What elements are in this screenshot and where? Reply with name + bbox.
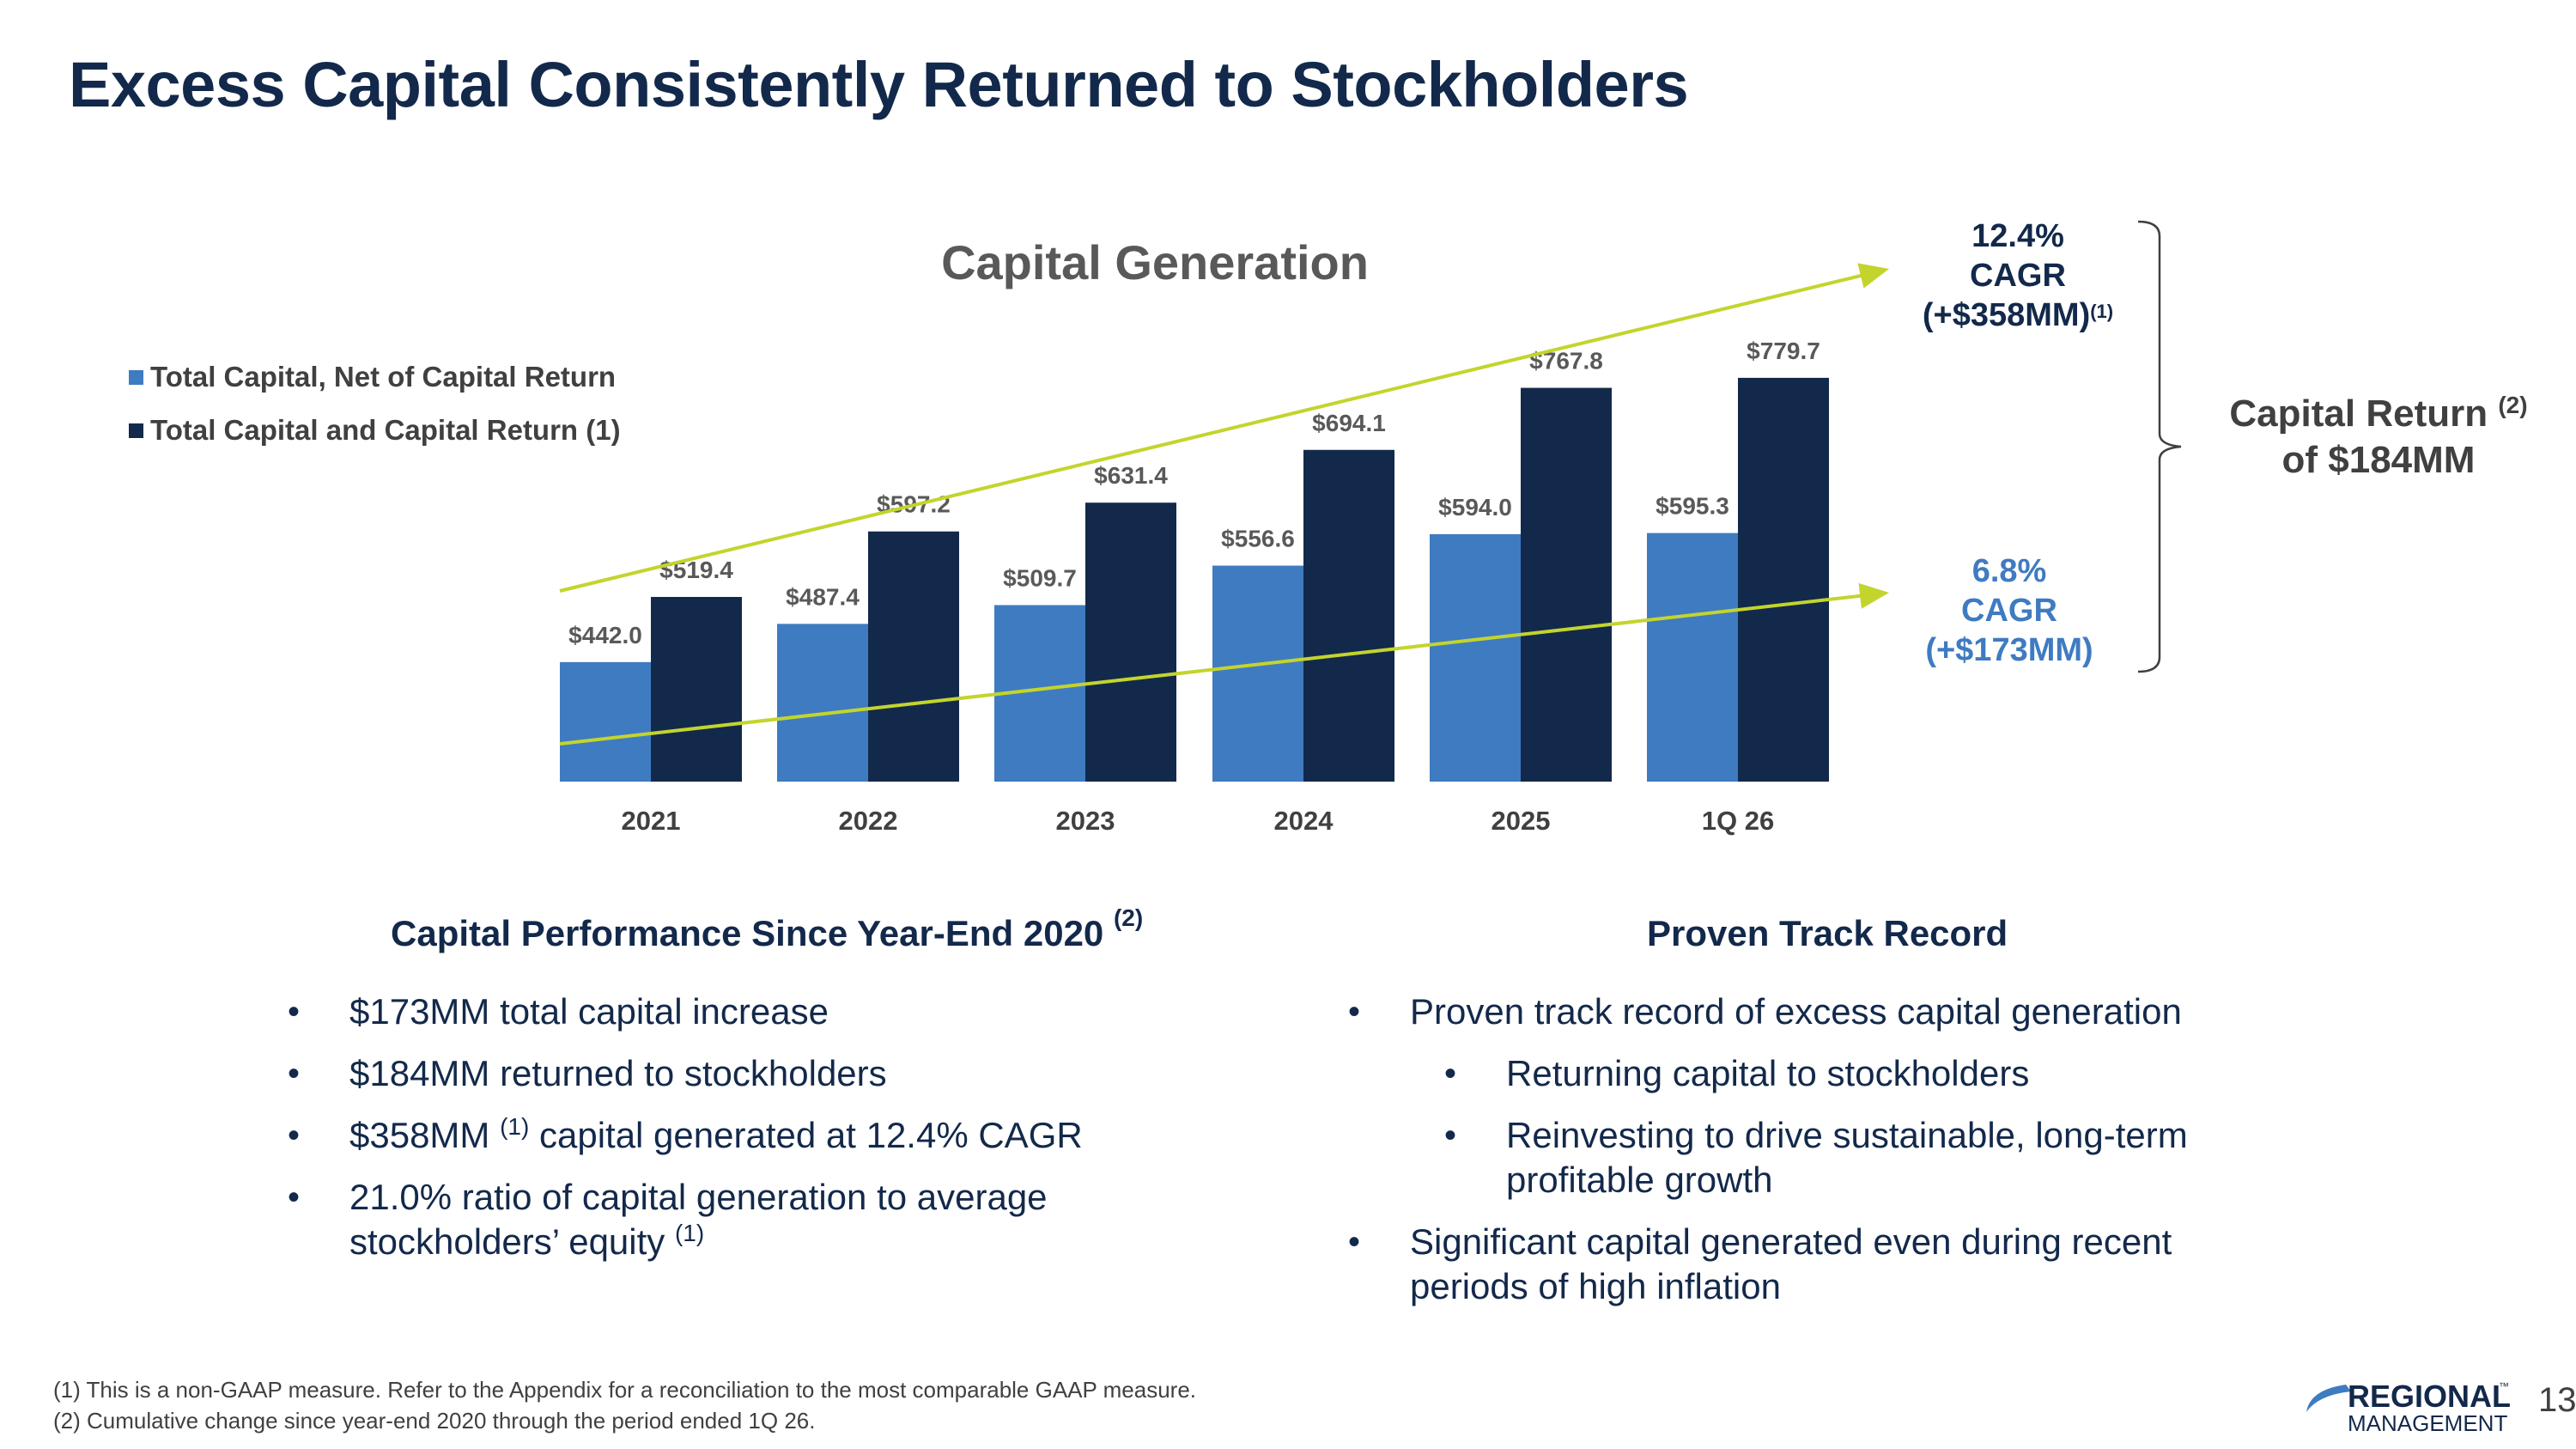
cagr-top-annotation: 12.4% CAGR (+$358MM)(1): [1846, 216, 2190, 335]
data-label: $767.8: [1529, 348, 1603, 374]
cagr-top-rate: 12.4%: [1971, 218, 2064, 254]
bar-net: [777, 624, 868, 782]
list-item: Proven track record of excess capital ge…: [1348, 989, 2293, 1034]
data-label: $442.0: [568, 622, 642, 648]
regional-management-logo: REGIONAL ™ MANAGEMENT: [2306, 1379, 2511, 1436]
chart-title: Capital Generation: [941, 235, 1369, 289]
list-item: 21.0% ratio of capital generation to ave…: [288, 1175, 1232, 1264]
cagr-bottom-rate: 6.8%: [1971, 553, 2047, 589]
logo-swoosh: [2306, 1385, 2351, 1412]
page-number: 13: [2538, 1381, 2576, 1419]
x-tick-label: 2025: [1492, 806, 1551, 836]
list-item: $184MM returned to stockholders: [288, 1051, 1232, 1096]
cagr-bottom-label: CAGR: [1961, 593, 2057, 629]
bar-total: [868, 531, 959, 782]
data-label: $595.3: [1656, 493, 1729, 520]
logo-word-regional: REGIONAL: [2348, 1379, 2511, 1414]
logo-tm: ™: [2499, 1380, 2509, 1392]
bar-total: [1521, 387, 1612, 782]
capital-return-annotation: Capital Return (2) of $184MM: [2198, 391, 2559, 484]
trend-line-net: [559, 592, 1881, 746]
left-section-heading: Capital Performance Since Year-End 2020 …: [391, 904, 1144, 953]
footnotes: (1) This is a non-GAAP measure. Refer to…: [53, 1374, 1196, 1436]
bar-total: [1303, 449, 1394, 782]
left-bullet-list: $173MM total capital increase $184MM ret…: [288, 989, 1232, 1282]
data-label: $509.7: [1003, 564, 1077, 591]
legend-swatch-light: [129, 369, 143, 385]
x-tick-label: 2022: [839, 806, 898, 836]
cagr-bottom-annotation: 6.8% CAGR (+$173MM): [1838, 551, 2181, 670]
data-label: $694.1: [1312, 410, 1386, 436]
legend-swatch-dark: [129, 423, 143, 438]
logo-word-management: MANAGEMENT: [2348, 1410, 2507, 1436]
bars-layer: $442.0$519.42021$487.4$597.22022$509.7$6…: [560, 338, 1829, 836]
data-label: $779.7: [1747, 338, 1820, 364]
capital-return-label: Capital Return (2): [2229, 392, 2528, 435]
x-tick-label: 2023: [1056, 806, 1115, 836]
cagr-top-label: CAGR: [1970, 258, 2066, 294]
list-item: Reinvesting to drive sustainable, long-t…: [1348, 1113, 2293, 1202]
x-tick-label: 2024: [1274, 806, 1334, 836]
arrowhead-icon: [1857, 263, 1889, 289]
list-item: Returning capital to stockholders: [1348, 1051, 2293, 1096]
data-label: $631.4: [1094, 462, 1168, 489]
bar-total: [651, 596, 742, 782]
bar-net: [1647, 533, 1738, 782]
data-label: $594.0: [1438, 494, 1512, 521]
footnote-1: (1) This is a non-GAAP measure. Refer to…: [53, 1377, 1197, 1403]
x-tick-label: 1Q 26: [1702, 806, 1774, 836]
bar-total: [1738, 377, 1829, 782]
bar-net: [560, 661, 651, 782]
legend-label-net: Total Capital, Net of Capital Return: [150, 361, 617, 393]
cagr-top-amount: (+$358MM)(1): [1922, 297, 2114, 333]
x-tick-label: 2021: [622, 806, 681, 836]
arrowhead-icon: [1858, 582, 1889, 609]
bar-total: [1085, 502, 1176, 782]
legend-item-net: Total Capital, Net of Capital Return: [129, 361, 616, 393]
bar-net: [1430, 533, 1521, 782]
trend-line-total: [559, 269, 1881, 593]
list-item: Significant capital generated even durin…: [1348, 1220, 2293, 1309]
data-label: $487.4: [786, 583, 860, 610]
legend-item-total: Total Capital and Capital Return (1): [129, 414, 621, 447]
data-label: $519.4: [659, 557, 733, 583]
data-label: $556.6: [1221, 526, 1295, 552]
trend-lines: [559, 263, 1889, 746]
bar-net: [1212, 565, 1303, 782]
right-section-heading: Proven Track Record: [1647, 913, 2008, 953]
right-bullet-list: Proven track record of excess capital ge…: [1348, 989, 2293, 1326]
page-title: Excess Capital Consistently Returned to …: [69, 49, 1689, 120]
capital-return-amount: of $184MM: [2281, 439, 2476, 481]
cagr-bottom-amount: (+$173MM): [1925, 632, 2093, 668]
footnote-2: (2) Cumulative change since year-end 202…: [53, 1408, 816, 1434]
list-item: $173MM total capital increase: [288, 989, 1232, 1034]
bracket: [2137, 220, 2182, 673]
list-item: $358MM (1) capital generated at 12.4% CA…: [288, 1113, 1232, 1158]
legend-label-total: Total Capital and Capital Return (1): [150, 414, 621, 446]
